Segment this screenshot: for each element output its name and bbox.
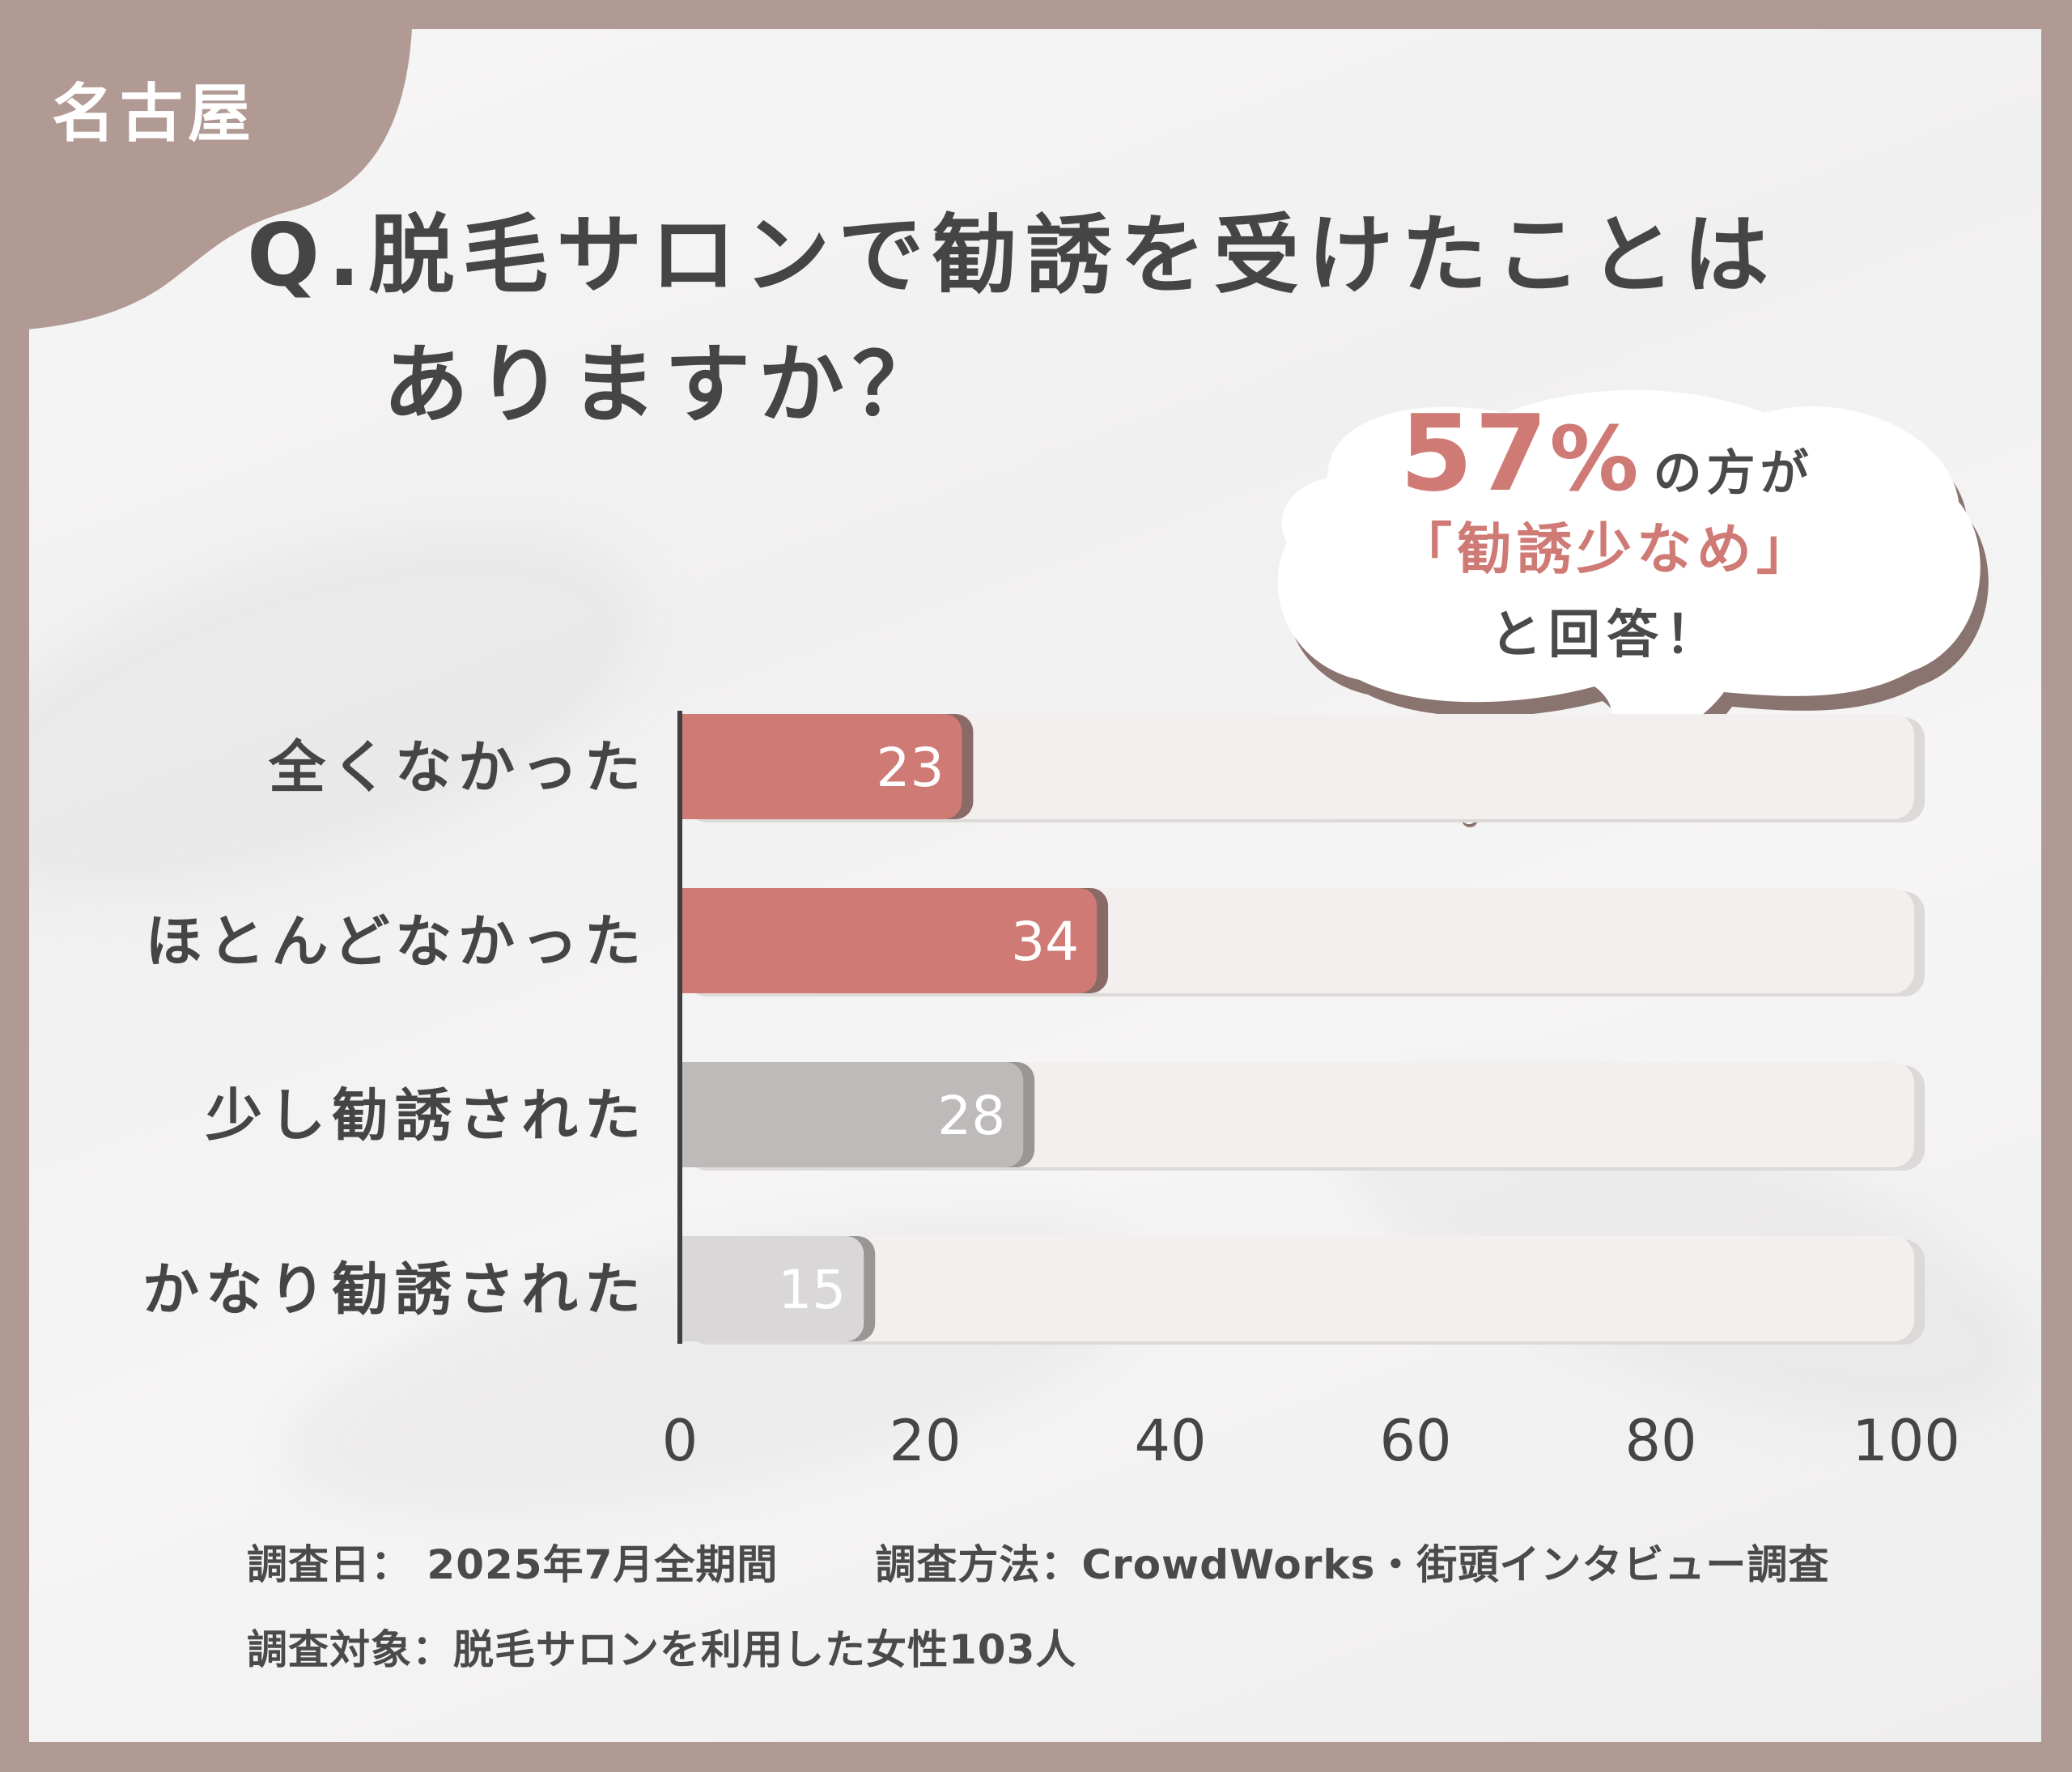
bar bbox=[680, 1236, 864, 1341]
question-line-1: Q.脱毛サロンで勧誘を受けたことは bbox=[247, 206, 1777, 305]
speech-bubble bbox=[1277, 389, 1989, 827]
question-title: Q.脱毛サロンで勧誘を受けたことは ありますか？ bbox=[247, 191, 2027, 450]
callout-highlight: 「勧誘少なめ」 bbox=[1396, 518, 1816, 582]
callout-text: 57% の方が 「勧誘少なめ」 と回答！ bbox=[1271, 397, 1942, 680]
bar-track bbox=[680, 714, 1914, 819]
bar bbox=[680, 714, 962, 819]
data-label: 23 bbox=[876, 737, 944, 799]
bar bbox=[680, 1062, 1024, 1167]
x-tick-label: 100 bbox=[1852, 1408, 1960, 1474]
data-label: 28 bbox=[937, 1085, 1005, 1147]
question-line-2: ありますか？ bbox=[383, 335, 946, 435]
x-tick-label: 60 bbox=[1379, 1408, 1451, 1474]
footnote-method: 調査方法：CrowdWorks・街頭インタビュー調査 bbox=[875, 1541, 1830, 1588]
category-label: 全くなかった bbox=[268, 734, 648, 801]
data-label: 34 bbox=[1011, 911, 1079, 973]
bar-left-edge bbox=[680, 1062, 704, 1167]
callout-percent-row: 57% の方が bbox=[1271, 397, 1942, 511]
bar-left-edge bbox=[680, 714, 704, 819]
x-tick-label: 80 bbox=[1624, 1408, 1696, 1474]
city-label: 名古屋 bbox=[52, 78, 257, 151]
bar-left-edge bbox=[680, 1236, 704, 1341]
category-label: かなり勧誘された bbox=[142, 1256, 648, 1323]
x-tick-label: 40 bbox=[1134, 1408, 1206, 1474]
bar bbox=[680, 888, 1098, 993]
category-label: ほとんどなかった bbox=[146, 908, 648, 975]
callout-closing: と回答！ bbox=[1490, 606, 1723, 665]
category-label: 少し勧誘された bbox=[206, 1082, 648, 1149]
callout-suffix: の方が bbox=[1653, 445, 1814, 502]
footnote-target: 調査対象：脱毛サロンを利用した女性103人 bbox=[247, 1626, 1077, 1673]
footnote-row-1: 調査日： 2025年7月全期間 調査方法：CrowdWorks・街頭インタビュー調… bbox=[247, 1532, 1829, 1591]
infographic-card bbox=[29, 29, 2041, 1742]
footnote-date: 調査日： 2025年7月全期間 bbox=[247, 1541, 779, 1588]
x-tick-label: 20 bbox=[889, 1408, 961, 1474]
x-tick-label: 0 bbox=[662, 1408, 698, 1474]
callout-percent: 57 bbox=[1399, 392, 1550, 515]
bar-left-edge bbox=[680, 888, 704, 993]
data-label: 15 bbox=[778, 1259, 846, 1321]
bar-track bbox=[680, 1236, 1914, 1341]
city-tab-shape bbox=[0, 0, 413, 332]
callout-percent-sign: % bbox=[1549, 407, 1639, 511]
